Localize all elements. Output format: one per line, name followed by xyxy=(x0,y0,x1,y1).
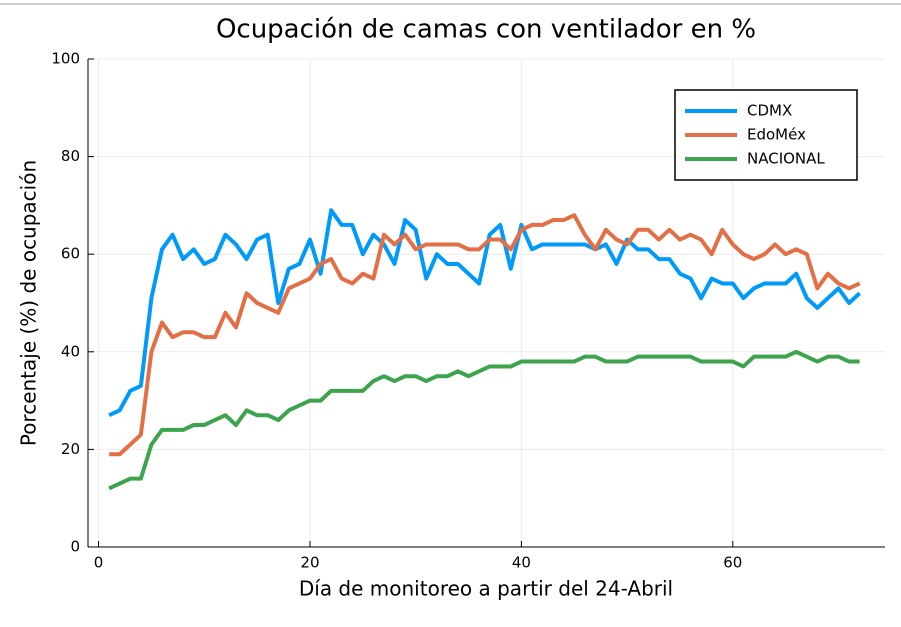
legend-label: NACIONAL xyxy=(747,150,825,168)
data-line xyxy=(108,208,861,418)
data-line xyxy=(109,213,861,457)
y-axis-label: Porcentaje (%) de ocupación xyxy=(17,160,41,446)
x-axis-label: Día de monitoreo a partir del 24-Abril xyxy=(299,577,673,601)
y-tick-label: 40 xyxy=(61,342,80,360)
x-tick-label: 60 xyxy=(723,554,742,572)
y-tick-label: 100 xyxy=(51,50,80,68)
y-tick-label: 20 xyxy=(61,440,80,458)
x-tick-label: 40 xyxy=(512,554,531,572)
x-tick-label: 20 xyxy=(300,554,319,572)
chart-title: Ocupación de camas con ventilador en % xyxy=(216,15,756,45)
legend-label: CDMX xyxy=(747,102,792,120)
y-tick-label: 0 xyxy=(70,538,80,556)
legend-label: EdoMéx xyxy=(747,126,806,144)
y-tick-label: 60 xyxy=(61,245,80,263)
y-tick-label: 80 xyxy=(61,147,80,165)
data-line xyxy=(108,349,860,491)
x-tick-label: 0 xyxy=(94,554,104,572)
